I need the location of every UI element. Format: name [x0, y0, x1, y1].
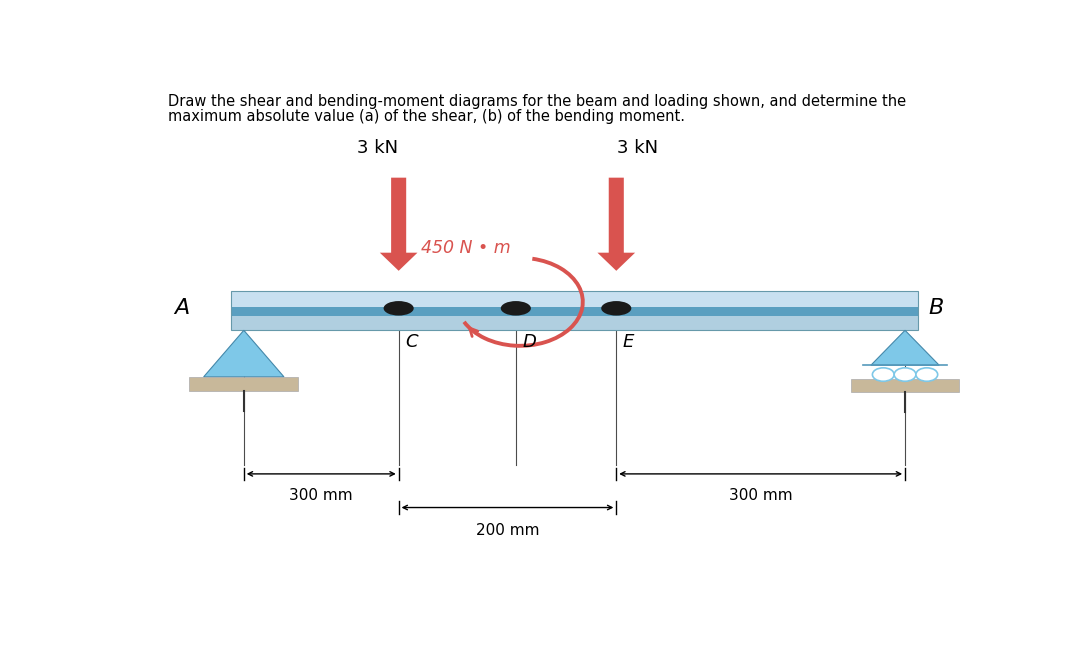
Text: 450 N • m: 450 N • m [421, 239, 511, 257]
Bar [851, 379, 959, 392]
FancyArrow shape [380, 177, 418, 271]
Text: 300 mm: 300 mm [289, 489, 353, 503]
Text: B: B [929, 298, 944, 319]
Text: Draw the shear and bending-moment diagrams for the beam and loading shown, and d: Draw the shear and bending-moment diagra… [168, 93, 906, 109]
Text: D: D [523, 333, 537, 351]
Text: C: C [405, 333, 418, 351]
Text: A: A [174, 298, 189, 319]
Text: maximum absolute value (a) of the shear, (b) of the bending moment.: maximum absolute value (a) of the shear,… [168, 109, 686, 124]
Text: 3 kN: 3 kN [357, 139, 399, 157]
Bar [231, 292, 918, 331]
Ellipse shape [501, 301, 531, 316]
Text: 200 mm: 200 mm [475, 523, 539, 538]
Bar [231, 292, 918, 307]
Bar [231, 307, 918, 316]
Polygon shape [870, 331, 940, 366]
Bar [231, 316, 918, 331]
Polygon shape [204, 331, 284, 377]
Circle shape [873, 368, 894, 381]
Text: 300 mm: 300 mm [729, 489, 793, 503]
Circle shape [894, 368, 916, 381]
Text: E: E [623, 333, 634, 351]
FancyArrow shape [597, 177, 635, 271]
Circle shape [916, 368, 937, 381]
Bar [189, 377, 298, 391]
Ellipse shape [383, 301, 414, 316]
Ellipse shape [602, 301, 632, 316]
Text: 3 kN: 3 kN [617, 139, 658, 157]
